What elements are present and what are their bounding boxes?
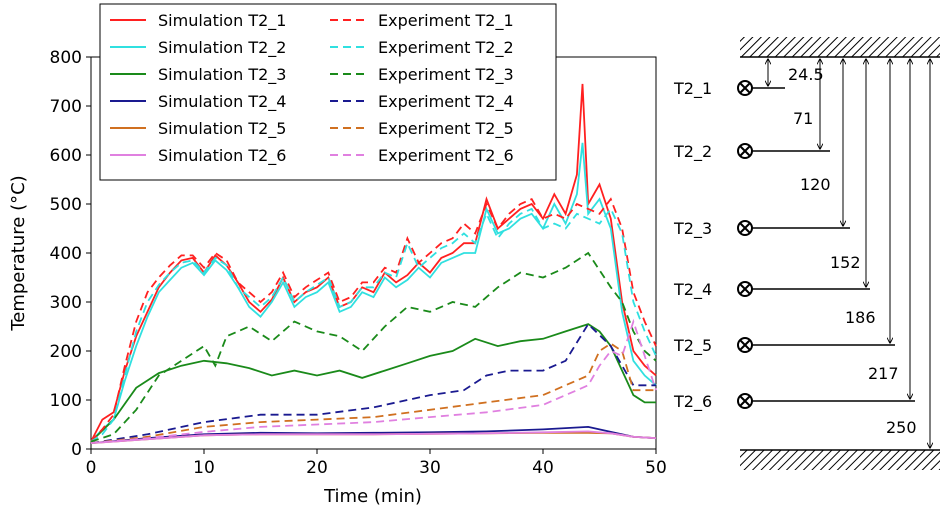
distance-label: 120: [800, 175, 831, 194]
distance-label: 24.5: [788, 65, 824, 84]
series-line-simulation-t2_3: [90, 323, 656, 443]
x-tick-label: 10: [193, 458, 215, 478]
sensor-label: T2_3: [673, 219, 712, 239]
y-tick-label: 400: [50, 244, 82, 264]
series-line-experiment-t2_2: [90, 207, 657, 443]
floor-hatch: [740, 450, 940, 470]
series-group: [90, 83, 657, 444]
y-axis-label: Temperature (°C): [8, 175, 29, 331]
sensor-cross: [739, 339, 751, 351]
legend-label: Experiment T2_1: [378, 11, 514, 31]
y-tick-label: 500: [50, 195, 82, 215]
ceiling-hatch: [740, 37, 940, 57]
series-line-experiment-t2_6: [90, 318, 657, 444]
sensor-label: T2_6: [673, 392, 712, 412]
legend-label: Experiment T2_6: [378, 146, 514, 166]
y-tick-label: 700: [50, 97, 82, 117]
legend-label: Experiment T2_4: [378, 92, 514, 112]
x-axis: 0 10 20 30 40 50: [86, 449, 667, 478]
sensor-label: T2_1: [673, 79, 712, 99]
y-tick-label: 600: [50, 146, 82, 166]
series-line-simulation-t2_1: [90, 83, 657, 443]
y-tick-label: 800: [50, 48, 82, 68]
y-tick-label: 300: [50, 293, 82, 313]
x-axis-label: Time (min): [323, 486, 422, 507]
legend-label: Experiment T2_2: [378, 38, 514, 58]
series-line-simulation-t2_6: [90, 430, 657, 444]
total-distance-label: 250: [886, 418, 917, 437]
x-tick-label: 0: [86, 458, 97, 478]
sensor-cross: [739, 145, 751, 157]
sensor-cross: [739, 283, 751, 295]
distance-label: 217: [868, 364, 899, 383]
x-tick-label: 50: [645, 458, 667, 478]
sensor-diagram: T2_1 24.5 T2_2 71 T2_3 120 T2_4 152 T2_5 186 T2_6 2…: [673, 37, 940, 470]
legend-box: [99, 3, 557, 181]
legend-label: Experiment T2_5: [378, 119, 514, 139]
x-tick-label: 40: [532, 458, 554, 478]
series-line-experiment-t2_4: [90, 322, 656, 444]
legend-label: Simulation T2_1: [158, 11, 286, 31]
distance-label: 186: [845, 308, 876, 327]
legend-label: Simulation T2_6: [158, 146, 286, 166]
sensor-label: T2_2: [673, 142, 712, 162]
legend-label: Simulation T2_3: [158, 65, 286, 85]
x-tick-label: 20: [306, 458, 328, 478]
sensor-cross: [739, 82, 751, 94]
y-axis: 0 100 200 300 400 500 600 700 800: [50, 48, 91, 460]
legend-label: Experiment T2_3: [378, 65, 514, 85]
x-tick-label: 30: [419, 458, 441, 478]
distance-label: 71: [793, 109, 813, 128]
sensor-cross: [739, 222, 751, 234]
legend-label: Simulation T2_5: [158, 119, 286, 139]
series-line-experiment-t2_5: [90, 342, 656, 444]
sensor-label: T2_4: [673, 280, 712, 300]
series-line-simulation-t2_4: [90, 425, 657, 444]
distance-label: 152: [830, 253, 861, 272]
y-tick-label: 200: [50, 342, 82, 362]
sensor-cross: [739, 395, 751, 407]
sensor-label: T2_5: [673, 336, 712, 356]
y-tick-label: 0: [71, 440, 82, 460]
legend-label: Simulation T2_2: [158, 38, 286, 58]
y-tick-label: 100: [50, 391, 82, 411]
series-line-simulation-t2_2: [90, 142, 657, 443]
legend: Simulation T2_1 Simulation T2_2 Simulation…: [99, 3, 557, 181]
legend-label: Simulation T2_4: [158, 92, 286, 112]
series-line-experiment-t2_3: [90, 251, 657, 443]
series-line-experiment-t2_1: [90, 197, 657, 443]
